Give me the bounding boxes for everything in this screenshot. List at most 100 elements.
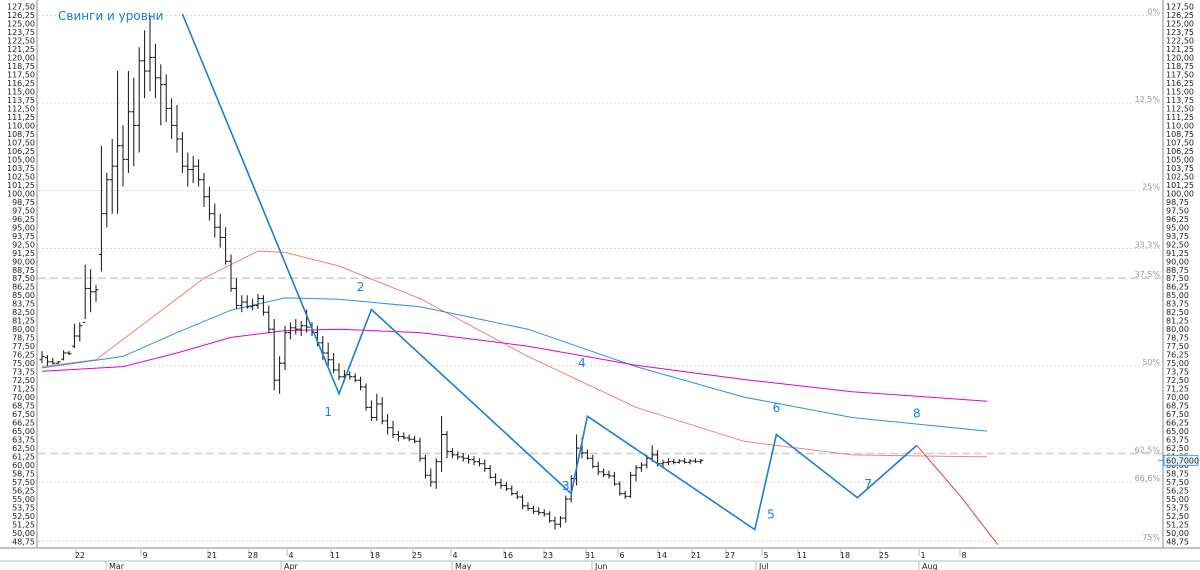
swing-label: 4 (578, 356, 586, 370)
x-day-label: 5 (763, 551, 768, 560)
x-month-label: Aug (922, 562, 938, 570)
y-tick-label-right: 100,00 (1166, 189, 1194, 198)
y-tick-label-right: 113,75 (1166, 96, 1194, 105)
y-tick-label-left: 51,25 (12, 521, 35, 530)
moving-average-line (41, 250, 988, 458)
y-tick-label-left: 125,00 (7, 19, 35, 28)
y-tick-label-left: 87,50 (12, 274, 35, 283)
moving-average-line (916, 445, 999, 545)
y-tick-label-right: 97,50 (1166, 206, 1189, 215)
y-tick-label-right: 72,50 (1166, 376, 1189, 385)
y-tick-label-left: 110,00 (7, 121, 35, 130)
y-tick-label-left: 68,75 (12, 402, 35, 411)
y-tick-label-left: 50,00 (12, 529, 35, 538)
y-tick-label-right: 82,50 (1166, 308, 1189, 317)
y-tick-label-right: 86,25 (1166, 283, 1189, 292)
y-tick-label-left: 61,25 (12, 453, 35, 462)
last-price-label: 60,7000 (1166, 456, 1199, 465)
y-tick-label-left: 63,75 (12, 436, 35, 445)
y-tick-label-left: 86,25 (12, 283, 35, 292)
y-tick-label-left: 127,50 (7, 3, 35, 12)
last-price-marker: 60,7000 (1163, 454, 1199, 466)
y-tick-label-left: 60,00 (12, 461, 35, 470)
fib-level-label: 75% (1142, 533, 1160, 542)
fib-level-label: 66,6% (1135, 474, 1161, 483)
y-tick-label-right: 112,50 (1166, 104, 1194, 113)
fib-level-label: 50% (1142, 358, 1160, 367)
y-tick-label-left: 82,50 (12, 308, 35, 317)
y-tick-label-left: 117,50 (7, 70, 35, 79)
x-day-label: 27 (725, 551, 735, 560)
y-tick-label-left: 83,75 (12, 300, 35, 309)
y-tick-label-right: 96,25 (1166, 215, 1189, 224)
x-day-label: 21 (691, 551, 701, 560)
y-tick-label-left: 121,25 (7, 45, 35, 54)
y-tick-label-right: 102,50 (1166, 172, 1194, 181)
x-day-label: 23 (543, 551, 553, 560)
x-day-label: 4 (452, 551, 457, 560)
y-tick-label-left: 105,00 (7, 155, 35, 164)
y-tick-label-right: 50,00 (1166, 529, 1189, 538)
fib-level-label: 25% (1142, 183, 1160, 192)
moving-averages (41, 250, 999, 545)
swing-label: 8 (913, 407, 921, 421)
x-day-label: 21 (207, 551, 217, 560)
y-tick-label-left: 112,50 (7, 104, 35, 113)
y-tick-label-right: 118,75 (1166, 62, 1194, 71)
y-tick-label-right: 62,50 (1166, 444, 1189, 453)
y-tick-label-right: 125,00 (1166, 19, 1194, 28)
y-tick-label-right: 55,00 (1166, 495, 1189, 504)
y-tick-label-left: 96,25 (12, 215, 35, 224)
x-day-label: 1 (920, 551, 925, 560)
y-tick-label-right: 58,75 (1166, 470, 1189, 479)
fib-level-label: 12,5% (1135, 95, 1161, 104)
y-tick-label-right: 95,00 (1166, 223, 1189, 232)
x-day-label: 6 (619, 551, 624, 560)
y-tick-label-right: 80,00 (1166, 325, 1189, 334)
y-tick-label-right: 81,25 (1166, 317, 1189, 326)
y-tick-label-right: 106,25 (1166, 147, 1194, 156)
y-tick-label-left: 65,00 (12, 427, 35, 436)
y-tick-label-right: 83,75 (1166, 300, 1189, 309)
y-tick-label-left: 67,50 (12, 410, 35, 419)
swing-label: 2 (357, 280, 365, 294)
y-tick-label-left: 76,25 (12, 351, 35, 360)
y-tick-label-right: 90,00 (1166, 257, 1189, 266)
x-day-label: 28 (248, 551, 258, 560)
y-tick-label-right: 101,25 (1166, 181, 1194, 190)
y-tick-label-right: 117,50 (1166, 70, 1194, 79)
x-month-label: Apr (284, 562, 299, 570)
fib-level-label: 37,5% (1135, 270, 1161, 279)
moving-average-line (41, 297, 988, 432)
y-tick-label-left: 90,00 (12, 257, 35, 266)
moving-average-line (41, 328, 988, 402)
y-tick-label-right: 56,25 (1166, 487, 1189, 496)
y-tick-label-left: 103,75 (7, 164, 35, 173)
y-tick-label-right: 91,25 (1166, 249, 1189, 258)
y-tick-label-right: 76,25 (1166, 351, 1189, 360)
y-tick-label-left: 57,50 (12, 478, 35, 487)
ohlc-bars (39, 15, 704, 530)
y-tick-label-right: 73,75 (1166, 368, 1189, 377)
y-tick-label-right: 88,75 (1166, 266, 1189, 275)
y-tick-label-right: 65,00 (1166, 427, 1189, 436)
x-day-label: 25 (412, 551, 422, 560)
y-tick-label-right: 53,75 (1166, 504, 1189, 513)
y-tick-label-left: 70,00 (12, 393, 35, 402)
y-tick-label-right: 87,50 (1166, 274, 1189, 283)
y-tick-label-right: 78,75 (1166, 334, 1189, 343)
y-tick-label-left: 126,25 (7, 11, 35, 20)
y-tick-label-right: 108,75 (1166, 130, 1194, 139)
y-tick-label-left: 73,75 (12, 368, 35, 377)
y-tick-label-left: 48,75 (12, 538, 35, 547)
y-tick-label-right: 93,75 (1166, 232, 1189, 241)
y-tick-label-right: 51,25 (1166, 521, 1189, 530)
y-tick-label-left: 116,25 (7, 79, 35, 88)
y-tick-label-right: 68,75 (1166, 402, 1189, 411)
y-tick-label-left: 120,00 (7, 53, 35, 62)
x-day-label: 4 (288, 551, 293, 560)
y-tick-label-left: 102,50 (7, 172, 35, 181)
swing-lines: 1 2 3 4 5 6 7 8 (181, 13, 921, 531)
